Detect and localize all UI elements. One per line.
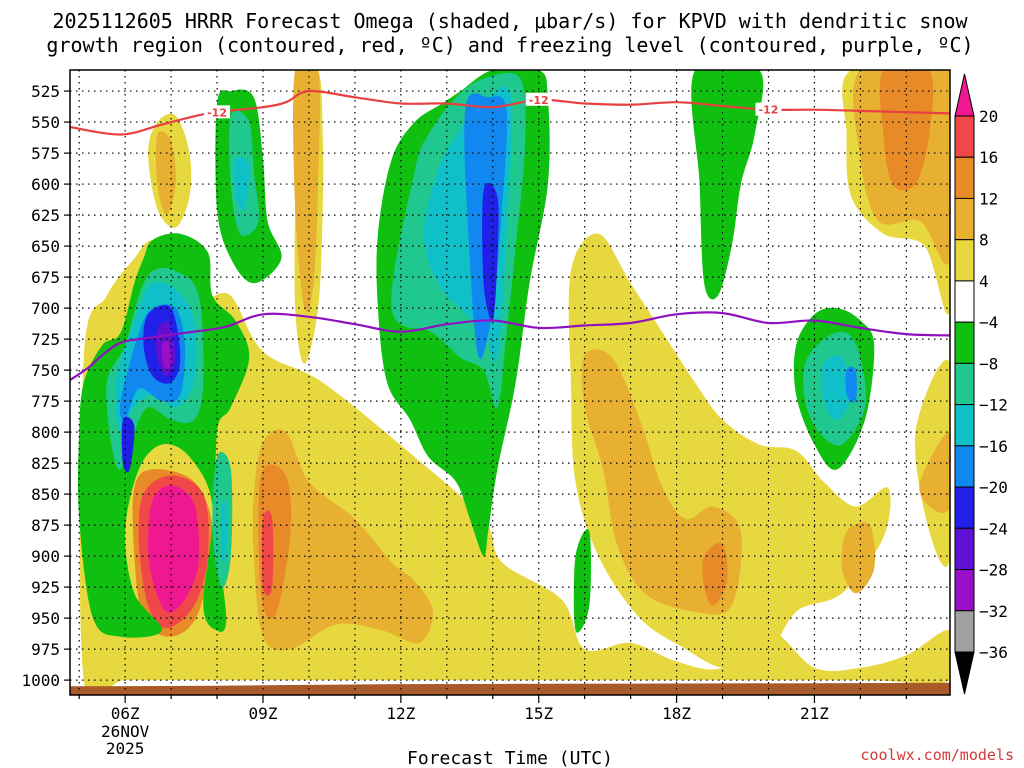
colorbar-swatch	[954, 321, 975, 364]
dgz-label-bg	[204, 105, 231, 119]
omega-region-neg20-41	[482, 182, 499, 322]
chart-title-line1: 2025112605 HRRR Forecast Omega (shaded, …	[52, 9, 968, 33]
omega-region-pos8-12	[841, 522, 876, 594]
colorbar-extend-top	[954, 73, 975, 117]
contour-lines-layer: -12 -12 -12	[70, 89, 950, 381]
y-tick-label: 550	[31, 113, 60, 132]
omega-region-pos8-11	[919, 432, 950, 514]
colorbar-label: −36	[979, 643, 1008, 662]
dgz-contour-label: -12	[759, 104, 779, 117]
ground-surface	[70, 682, 950, 695]
omega-region-neg4-20	[77, 233, 250, 638]
colorbar-label: 16	[979, 148, 998, 167]
dgz-contour-label: -12	[207, 106, 227, 119]
colorbar-label: 8	[979, 231, 989, 250]
colorbar-label: −8	[979, 354, 998, 373]
x-tick-label: 15Z	[524, 704, 553, 723]
omega-region-pos8-9	[155, 131, 176, 216]
colorbar-swatch	[954, 156, 975, 199]
y-tick-label: 900	[31, 547, 60, 566]
omega-region-pos16-18	[261, 510, 274, 596]
colorbar-label: 4	[979, 272, 989, 291]
colorbar-label: 20	[979, 107, 998, 126]
y-tick-label: 750	[31, 361, 60, 380]
omega-region-neg16-38	[845, 366, 857, 403]
colorbar-swatch	[954, 239, 975, 282]
credit-label: coolwx.com/models	[860, 746, 1014, 764]
y-tick-label: 725	[31, 330, 60, 349]
colorbar-label: −24	[979, 519, 1008, 538]
omega-region-pos8-7	[581, 349, 742, 615]
x-year-label: 2025	[106, 739, 145, 758]
y-tick-label: 975	[31, 640, 60, 659]
colorbar-swatch	[954, 404, 975, 447]
plot-area: -12 -12 -12	[69, 69, 951, 696]
freezing-level-line	[70, 311, 950, 381]
chart-title-line2: growth region (contoured, red, ºC) and f…	[46, 33, 973, 57]
colorbar-label: 12	[979, 189, 998, 208]
colorbar-extend-bottom	[954, 651, 975, 695]
colorbar-label: −12	[979, 396, 1008, 415]
omega-region-neg12-32	[233, 156, 250, 211]
y-tick-label: 825	[31, 454, 60, 473]
y-tick-label: 1000	[21, 671, 60, 690]
x-tick-label: 12Z	[386, 704, 415, 723]
y-tick-label: 850	[31, 485, 60, 504]
omega-region-neg12-35	[221, 500, 227, 563]
colorbar-swatch	[954, 362, 975, 406]
colorbar-swatch	[954, 486, 975, 529]
omega-region-neg12-34	[821, 355, 852, 420]
omega-region-neg4-25	[573, 529, 592, 633]
colorbar-label: −16	[979, 437, 1008, 456]
grid-layer	[70, 70, 950, 695]
y-tick-label: 650	[31, 237, 60, 256]
dgz-label-bg	[755, 102, 782, 116]
dgz-contour-label: -12	[529, 94, 549, 107]
y-tick-label: 625	[31, 206, 60, 225]
y-tick-label: 575	[31, 144, 60, 163]
omega-region-pos8-6	[252, 429, 434, 651]
omega-region-neg4-23	[691, 70, 764, 300]
y-tick-label: 800	[31, 423, 60, 442]
omega-shading-layer	[77, 70, 950, 695]
omega-region-neg28-43	[161, 341, 172, 369]
y-tick-label: 775	[31, 392, 60, 411]
colorbar-swatch	[954, 115, 975, 158]
colorbar-label: −28	[979, 561, 1008, 580]
x-tick-label: 09Z	[249, 704, 278, 723]
ground-layer	[70, 682, 950, 695]
x-tick-label: 21Z	[800, 704, 829, 723]
colorbar: 20 16 12 8 4 −4 −8 −12 −16 −20 −24 −28 −32 −36	[954, 73, 1008, 695]
x-axis-title: Forecast Time (UTC)	[407, 748, 613, 768]
y-tick-label: 925	[31, 578, 60, 597]
omega-region-pos20-19	[148, 485, 200, 613]
x-tick-label: 18Z	[662, 704, 691, 723]
colorbar-label: −20	[979, 478, 1008, 497]
colorbar-swatch	[954, 280, 975, 323]
colorbar-swatch	[954, 445, 975, 488]
y-tick-label: 600	[31, 175, 60, 194]
colorbar-swatch	[954, 527, 975, 571]
x-date-label: 26NOV	[101, 722, 150, 741]
omega-region-pos12-14	[702, 542, 728, 606]
y-axis: 525 550 575 600 625 650 675 700 725 750 775 800 825 8…	[21, 82, 70, 690]
colorbar-swatch	[954, 197, 975, 241]
y-tick-label: 675	[31, 268, 60, 287]
y-tick-label: 525	[31, 82, 60, 101]
colorbar-label: −4	[979, 313, 998, 332]
colorbar-swatch	[954, 610, 975, 653]
omega-region-pos8-8	[293, 70, 321, 313]
y-tick-label: 950	[31, 609, 60, 628]
colorbar-label: −32	[979, 602, 1008, 621]
plot-frame	[69, 69, 951, 696]
colorbar-swatch	[954, 569, 975, 612]
y-tick-label: 875	[31, 516, 60, 535]
y-tick-label: 700	[31, 299, 60, 318]
dgz-label-bg	[525, 92, 552, 106]
x-tick-label: 06Z	[111, 704, 140, 723]
